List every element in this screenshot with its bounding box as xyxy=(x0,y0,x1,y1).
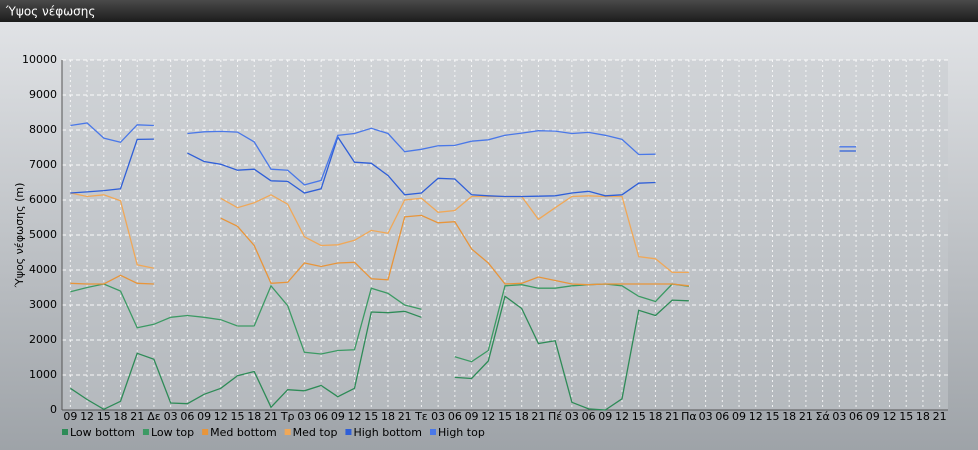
x-tick-label: 15 xyxy=(231,410,245,423)
x-tick-label: 09 xyxy=(197,410,211,423)
x-tick-label: 18 xyxy=(782,410,796,423)
x-tick-label: 18 xyxy=(247,410,261,423)
y-tick-label: 2000 xyxy=(29,333,57,346)
legend-swatch xyxy=(142,429,149,435)
x-tick-label: Δε xyxy=(147,410,161,423)
series-line xyxy=(70,192,689,274)
x-tick-label: 03 xyxy=(832,410,846,423)
legend-label: Low top xyxy=(151,426,194,439)
legend-label: Med top xyxy=(293,426,338,439)
legend-label: High bottom xyxy=(353,426,422,439)
x-tick-label: 09 xyxy=(866,410,880,423)
x-tick-label: 18 xyxy=(916,410,930,423)
window-title: Ύψος νέφωσης xyxy=(5,5,95,19)
x-tick-label: 09 xyxy=(598,410,612,423)
legend-swatch xyxy=(430,429,436,435)
x-tick-label: 21 xyxy=(665,410,679,423)
x-tick-label: 09 xyxy=(732,410,746,423)
x-tick-label: 03 xyxy=(297,410,311,423)
x-tick-label: 18 xyxy=(114,410,128,423)
x-tick-label: 21 xyxy=(398,410,412,423)
series-line xyxy=(70,135,857,198)
legend-swatch xyxy=(345,429,352,435)
title-bar xyxy=(0,0,978,22)
x-tick-label: 21 xyxy=(264,410,278,423)
series-line xyxy=(70,283,689,363)
legend-swatch xyxy=(284,429,291,435)
y-tick-label: 6000 xyxy=(29,193,57,206)
x-tick-label: 09 xyxy=(63,410,77,423)
x-tick-label: Σά xyxy=(816,410,830,423)
x-tick-label: 12 xyxy=(80,410,94,423)
x-tick-label: 18 xyxy=(515,410,529,423)
x-tick-label: 12 xyxy=(615,410,629,423)
x-tick-label: 12 xyxy=(214,410,228,423)
legend-label: Med bottom xyxy=(210,426,277,439)
x-tick-label: 06 xyxy=(582,410,596,423)
x-tick-label: 15 xyxy=(899,410,913,423)
x-tick-label: 15 xyxy=(632,410,646,423)
legend-label: Low bottom xyxy=(70,426,135,439)
legend-swatch xyxy=(202,429,209,435)
x-tick-label: 21 xyxy=(933,410,947,423)
y-axis-title: Ύψος νέφωσης (m) xyxy=(13,183,26,289)
x-tick-label: 15 xyxy=(364,410,378,423)
legend-label: High top xyxy=(438,426,485,439)
x-tick-label: 12 xyxy=(481,410,495,423)
x-tick-label: 03 xyxy=(431,410,445,423)
x-tick-label: 18 xyxy=(648,410,662,423)
x-tick-label: 12 xyxy=(882,410,896,423)
x-tick-label: 18 xyxy=(381,410,395,423)
x-tick-label: 15 xyxy=(765,410,779,423)
x-tick-label: 09 xyxy=(465,410,479,423)
x-tick-label: 15 xyxy=(97,410,111,423)
x-tick-label: 09 xyxy=(331,410,345,423)
legend-swatch xyxy=(62,429,68,435)
x-tick-label: 21 xyxy=(130,410,144,423)
x-tick-label: Πα xyxy=(681,410,697,423)
x-tick-label: Τε xyxy=(414,410,428,423)
y-tick-label: 3000 xyxy=(29,298,57,311)
series-line xyxy=(70,295,689,411)
y-tick-label: 8000 xyxy=(29,123,57,136)
x-tick-label: 06 xyxy=(715,410,729,423)
x-tick-label: 03 xyxy=(565,410,579,423)
x-tick-label: 12 xyxy=(749,410,763,423)
x-tick-label: 06 xyxy=(180,410,194,423)
x-tick-label: 12 xyxy=(348,410,362,423)
y-tick-label: 1000 xyxy=(29,368,57,381)
y-tick-label: 4000 xyxy=(29,263,57,276)
y-tick-label: 10000 xyxy=(22,53,57,66)
series-line xyxy=(70,122,857,186)
y-tick-label: 0 xyxy=(50,403,57,416)
x-tick-label: 21 xyxy=(531,410,545,423)
y-tick-label: 9000 xyxy=(29,88,57,101)
y-tick-label: 7000 xyxy=(29,158,57,171)
x-tick-label: 06 xyxy=(849,410,863,423)
x-tick-label: 03 xyxy=(164,410,178,423)
x-tick-label: Τρ xyxy=(280,410,295,423)
x-tick-label: 06 xyxy=(314,410,328,423)
x-tick-label: 15 xyxy=(498,410,512,423)
x-tick-label: Πέ xyxy=(548,410,562,423)
series-line xyxy=(70,214,689,287)
x-tick-label: 06 xyxy=(448,410,462,423)
x-tick-label: 21 xyxy=(799,410,813,423)
y-tick-label: 5000 xyxy=(29,228,57,241)
x-tick-label: 03 xyxy=(699,410,713,423)
